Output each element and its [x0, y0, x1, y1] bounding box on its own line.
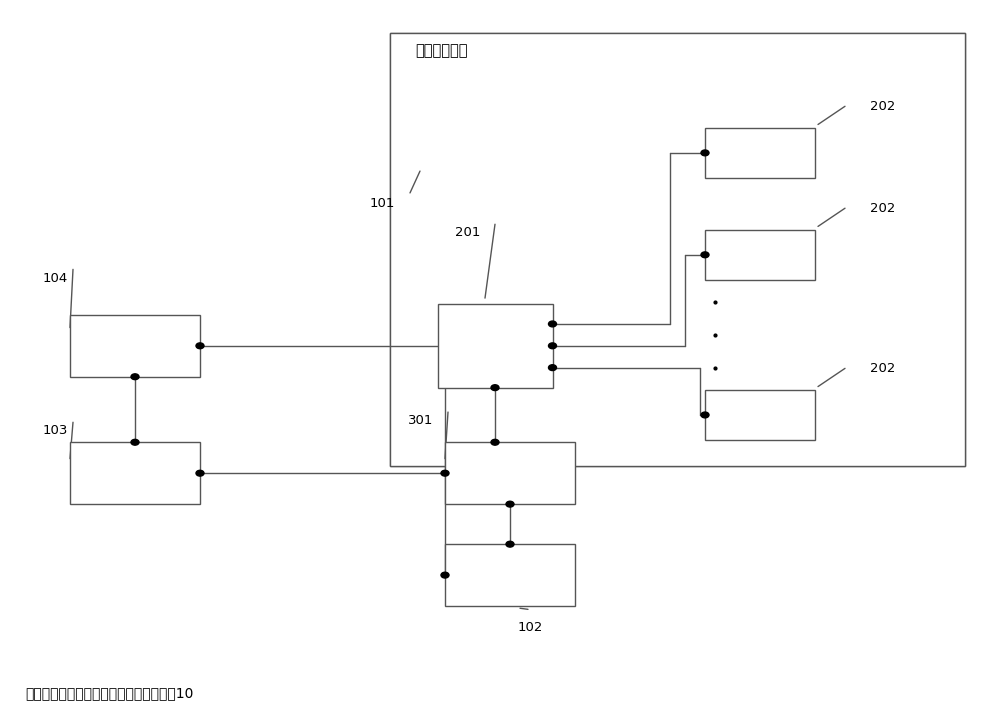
Text: 301: 301 [408, 414, 433, 427]
Circle shape [491, 440, 499, 445]
Text: 202: 202 [870, 362, 895, 375]
Circle shape [506, 501, 514, 507]
Circle shape [441, 470, 449, 476]
Bar [705, 230, 815, 280]
Text: 全量数据仓
库: 全量数据仓 库 [488, 559, 532, 591]
Text: 地铁轴流风机的状态监测与智慧运维系统10: 地铁轴流风机的状态监测与智慧运维系统10 [25, 686, 193, 700]
Text: 201: 201 [455, 226, 480, 240]
Bar [70, 314, 200, 376]
Text: 后台算法中
心: 后台算法中 心 [113, 457, 157, 489]
Circle shape [506, 542, 514, 547]
Text: 101: 101 [370, 197, 395, 210]
Circle shape [548, 321, 556, 327]
Text: 202: 202 [870, 202, 895, 215]
Circle shape [548, 365, 556, 371]
Bar [705, 128, 815, 178]
Circle shape [491, 384, 499, 390]
Text: 环控中心: 环控中心 [492, 466, 528, 480]
Text: 传感器1: 传感器1 [742, 146, 778, 160]
Circle shape [701, 412, 709, 418]
Circle shape [131, 440, 139, 445]
Circle shape [701, 252, 709, 258]
Circle shape [196, 470, 204, 476]
Circle shape [196, 343, 204, 349]
Circle shape [548, 343, 556, 349]
Text: 传感器N: 传感器N [741, 408, 779, 422]
Text: 202: 202 [870, 100, 895, 113]
Text: 采集站: 采集站 [482, 339, 508, 353]
Bar [438, 304, 552, 387]
Text: 103: 103 [43, 424, 68, 438]
Bar [445, 545, 575, 606]
Bar [390, 33, 965, 466]
Text: 传感器2: 传感器2 [742, 248, 778, 262]
Bar [390, 33, 965, 466]
Bar [70, 442, 200, 504]
Text: 数据采集装置: 数据采集装置 [415, 44, 468, 58]
Circle shape [701, 150, 709, 156]
Text: 102: 102 [518, 621, 543, 634]
Bar [445, 442, 575, 504]
Circle shape [441, 572, 449, 578]
Text: 104: 104 [43, 272, 68, 285]
Bar [705, 390, 815, 440]
Text: 运维终端: 运维终端 [118, 339, 152, 353]
Circle shape [131, 373, 139, 379]
